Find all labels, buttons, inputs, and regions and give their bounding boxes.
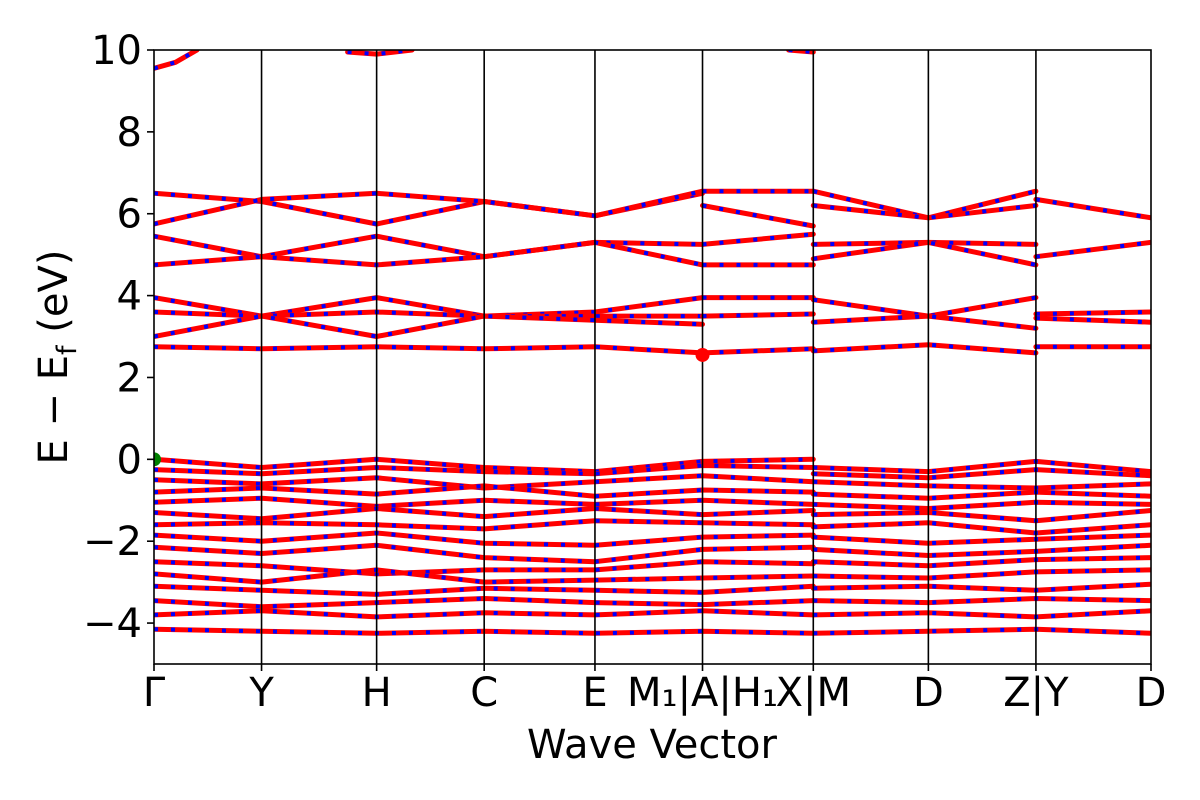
kpoint-lines [260,50,1037,664]
y-tick-label: 6 [117,192,142,238]
extrema-markers [154,347,710,467]
band-line-spin-up [810,520,1151,536]
band-line-spin-up [810,532,1151,546]
x-tick-label: C [470,670,498,716]
y-tick-label: 0 [117,437,142,483]
band-line-spin-up [700,311,816,319]
y-axis-label-subscript: f [52,344,83,355]
x-tick-label: X|M [776,670,851,716]
x-tick-label: D [913,670,944,716]
x-tick-label: M₁|A|H₁ [627,670,778,716]
plot-frame [153,49,1152,665]
band-line-spin-up [810,467,1151,481]
y-tick-label: 2 [117,355,142,401]
vbm-marker [154,452,161,467]
band-line-spin-up [154,50,200,71]
band-line-spin-up [810,567,1151,581]
x-tick-label: D [1136,670,1167,716]
band-line-spin-down [347,50,413,57]
band-line-spin-down [1035,197,1151,220]
band-line-spin-down [1035,240,1151,259]
band-line-spin-up [810,499,1151,511]
cbm-marker [695,347,710,362]
band-line-spin-down [702,203,814,228]
band-line-spin-up [810,479,1151,491]
band-line-spin-down [788,50,814,54]
band-line-spin-down [1035,310,1151,316]
band-line-spin-up [154,188,705,227]
band-line-spin-up [154,233,705,260]
band-line-spin-up [810,542,1151,558]
band-line-spin-down [813,203,1037,220]
y-axis-label-unit: (eV) [31,250,77,346]
band-line-spin-up [154,313,705,339]
band-line-spin-down [813,295,1037,319]
x-tick-label: Z|Y [1003,670,1069,716]
y-axis-label-main: E − E [31,355,77,465]
y-tick-label: −2 [83,519,142,565]
band-line-spin-up [810,626,1151,636]
x-tick-label: Γ [143,670,166,716]
band-line-spin-up [810,508,1151,524]
band-line-spin-down [813,314,1037,331]
x-axis-label: Wave Vector [527,722,778,768]
y-axis-ticks: −4 −2 0 2 4 6 8 10 [83,28,154,647]
y-axis-label: E − Ef (eV) [31,250,83,465]
y-tick-label: 4 [117,274,142,320]
band-line-spin-down [813,240,1037,267]
band-line-spin-down [1035,316,1151,325]
band-line-spin-down [702,312,814,319]
band-line-spin-up [810,555,1151,569]
band-line-spin-down [154,240,703,267]
band-line-spin-up [810,608,1151,620]
band-line-spin-up [810,458,1151,475]
x-tick-label: H [362,670,392,716]
band-line-spin-up [810,596,1151,606]
x-tick-label: E [582,670,607,716]
band-line-spin-down [702,346,814,355]
x-tick-label: Y [248,670,274,716]
y-tick-label: −4 [83,601,142,647]
band-line-spin-up [810,581,1151,593]
band-line-spin-down [154,309,703,319]
band-line-spin-down [702,232,814,247]
y-tick-label: 8 [117,110,142,156]
x-axis-ticks: Γ Y H C E M₁|A|H₁X|M D Z|Y D [143,664,1167,716]
band-line-spin-down [154,344,703,355]
y-tick-label: 10 [91,28,142,74]
band-line-spin-up [810,489,1151,501]
band-line-spin-down [813,342,1037,355]
